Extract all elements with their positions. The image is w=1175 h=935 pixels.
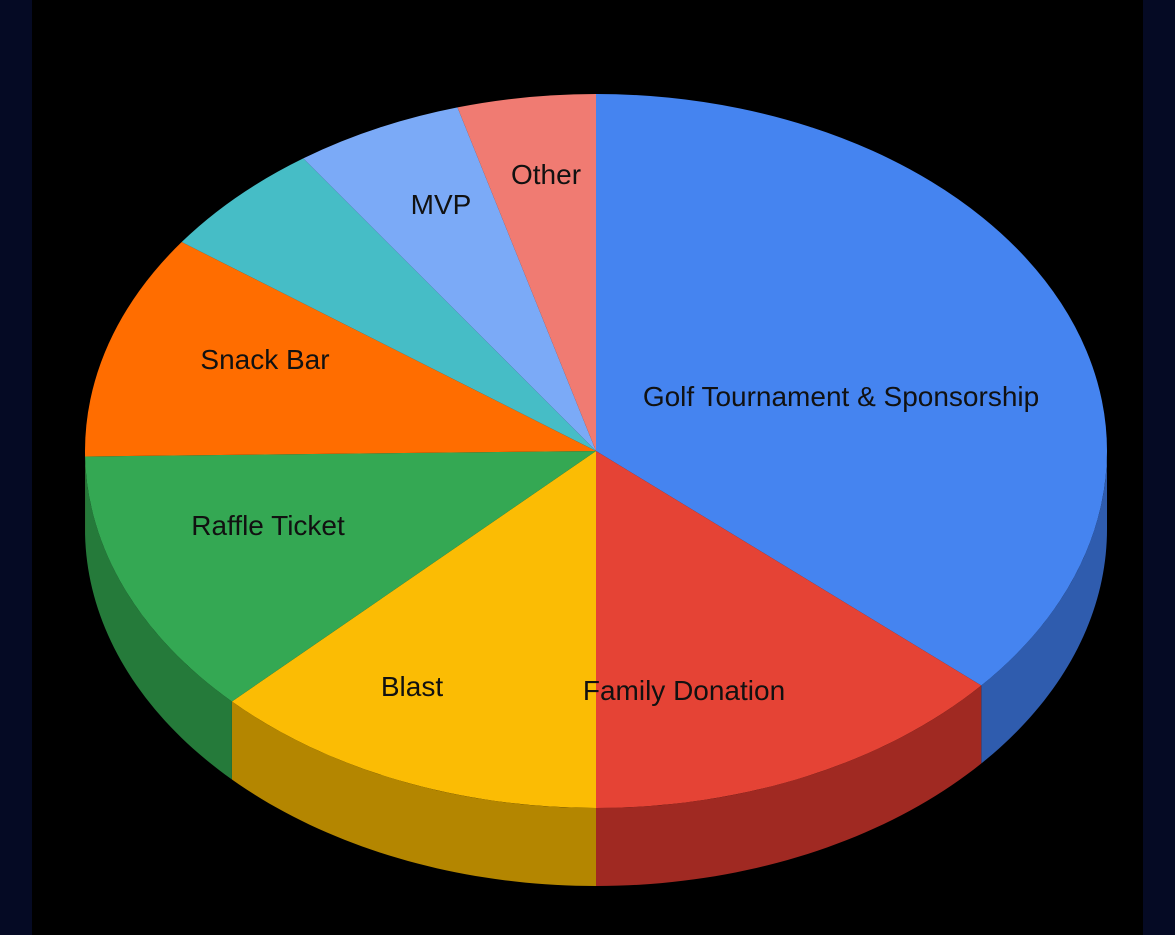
pie-slice-7	[457, 94, 596, 451]
slice-label-6: MVP	[411, 189, 472, 220]
pie-chart: Golf Tournament & Sponsorship Family Dona…	[85, 94, 1107, 886]
pie-slice-5	[181, 158, 596, 451]
slice-label-0: Golf Tournament & Sponsorship	[643, 381, 1039, 412]
pie-slice-3	[85, 451, 596, 702]
slice-label-7: Other	[511, 159, 581, 190]
pie-side-2	[231, 701, 597, 886]
pie-slice-4	[85, 242, 596, 457]
pie-labels: Golf Tournament & Sponsorship Family Dona…	[191, 159, 1039, 706]
slice-label-3: Raffle Ticket	[191, 510, 345, 541]
pie-slice-2	[231, 451, 597, 808]
slice-label-4: Snack Bar	[200, 344, 329, 375]
pie-slice-6	[303, 107, 596, 452]
chart-panel: Golf Tournament & Sponsorship Family Dona…	[32, 0, 1143, 935]
slice-label-2: Blast	[381, 671, 443, 702]
pie-side-3	[85, 456, 232, 780]
pie-slice-1	[596, 451, 982, 808]
pie-slice-0	[596, 94, 1107, 686]
pie-sides	[85, 451, 1107, 886]
slice-label-1: Family Donation	[583, 675, 785, 706]
pie-side-1	[596, 685, 982, 886]
pie-slices	[85, 94, 1107, 808]
pie-side-0	[981, 451, 1107, 764]
